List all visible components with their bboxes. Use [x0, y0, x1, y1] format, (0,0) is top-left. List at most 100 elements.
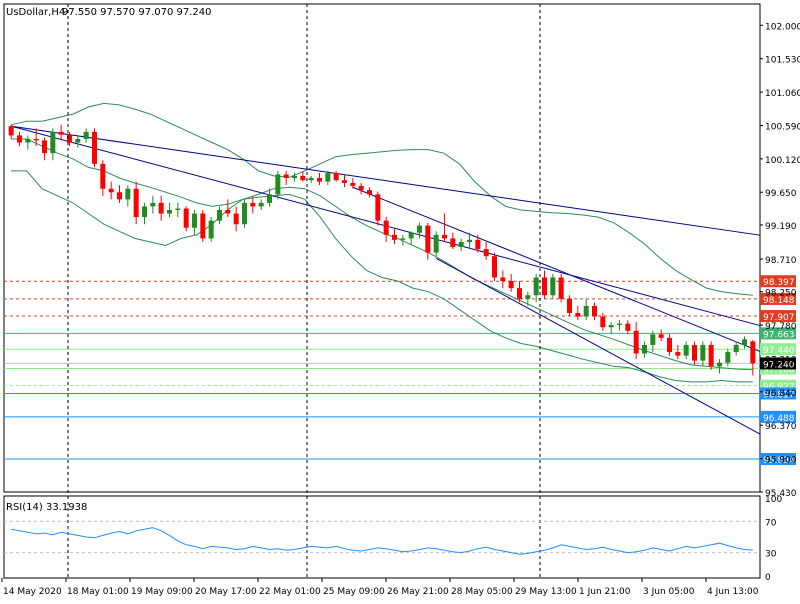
y-tick-label: 98.250 — [765, 289, 797, 299]
candle-body — [67, 134, 72, 143]
x-tick-label: 14 May 2020 — [3, 587, 62, 597]
candle-body — [17, 135, 22, 143]
rsi-scale-label: 30 — [765, 550, 777, 560]
x-tick-label: 4 Jun 13:00 — [707, 587, 759, 597]
candle-body — [408, 232, 414, 239]
bollinger-middle — [11, 138, 753, 371]
level-label: 97.168 — [763, 366, 795, 376]
x-tick-label: 1 Jun 21:00 — [579, 587, 631, 597]
candle-body — [525, 295, 531, 299]
candle-body — [517, 288, 522, 299]
level-label: 97.907 — [763, 313, 795, 323]
x-tick-label: 3 Jun 05:00 — [643, 587, 695, 597]
candle-body — [667, 337, 672, 353]
candle-body — [150, 202, 156, 207]
candle-body — [483, 249, 489, 257]
candle-body — [342, 180, 347, 184]
level-label-box — [760, 410, 796, 423]
level-label: 97.440 — [763, 346, 795, 356]
y-tick-label: 98.710 — [765, 256, 797, 266]
y-tick-label: 96.840 — [765, 389, 797, 399]
candle-body — [250, 202, 256, 207]
candle-body — [25, 138, 31, 143]
candle-body — [300, 175, 306, 181]
level-label: 98.148 — [763, 296, 795, 306]
ohlc-label: 97.550 97.570 97.070 97.240 — [62, 7, 212, 18]
candle-body — [583, 305, 589, 317]
level-label-box — [760, 343, 796, 356]
candles — [8, 124, 756, 376]
candle-body — [508, 281, 514, 289]
level-label-box — [760, 275, 796, 288]
candle-body — [158, 202, 164, 214]
candle-body — [400, 238, 406, 240]
candle-body — [700, 344, 706, 361]
x-tick-label: 20 May 17:00 — [195, 587, 257, 597]
candle-body — [725, 352, 731, 363]
current-price-box — [760, 357, 796, 370]
candle-body — [192, 213, 197, 228]
y-tick-label: 100.120 — [765, 156, 800, 166]
candle-body — [733, 344, 739, 353]
candle-body — [450, 238, 456, 247]
candle-body — [142, 206, 147, 218]
candle-body — [133, 188, 139, 218]
candle-body — [317, 178, 322, 182]
candle-body — [708, 344, 714, 367]
level-label: 97.663 — [763, 330, 795, 340]
candle-body — [692, 344, 697, 361]
candle-body — [225, 209, 231, 214]
candle-body — [358, 185, 364, 191]
candle-body — [383, 220, 389, 235]
x-tick-label: 19 May 09:00 — [131, 587, 193, 597]
candle-body — [200, 213, 206, 239]
candle-body — [658, 334, 664, 338]
current-price-label: 97.240 — [763, 360, 795, 370]
candle-body — [108, 188, 114, 193]
x-tick-label: 29 May 13:00 — [515, 587, 577, 597]
level-label-box — [760, 310, 796, 323]
candle-body — [417, 225, 422, 233]
candle-body — [650, 334, 656, 345]
candle-body — [675, 352, 681, 356]
candle-body — [742, 339, 747, 345]
candle-body — [208, 220, 214, 239]
candle-body — [308, 178, 314, 181]
candle-body — [433, 234, 439, 253]
candle-body — [117, 192, 122, 200]
candle-body — [233, 213, 239, 225]
candle-body — [550, 277, 556, 296]
y-tick-label: 101.060 — [765, 89, 800, 99]
candle-body — [575, 312, 581, 317]
candle-body — [608, 325, 614, 328]
time-axis: 14 May 2020 18 May 01:00 19 May 09:00 20 Ma… — [1, 578, 759, 597]
y-tick-label: 100.590 — [765, 122, 800, 132]
candle-body — [242, 202, 247, 225]
price-panel-border — [3, 3, 761, 493]
level-label: 98.397 — [763, 278, 795, 288]
candle-body — [283, 174, 289, 179]
candle-body — [500, 277, 506, 282]
candle-body — [267, 194, 272, 203]
level-label-box — [760, 292, 796, 305]
candle-body — [42, 140, 47, 154]
candle-body — [375, 194, 381, 221]
candle-body — [100, 163, 106, 189]
x-tick-label: 25 May 09:00 — [323, 587, 385, 597]
candle-body — [292, 175, 297, 179]
candle-body — [617, 323, 622, 326]
y-tick-label: 97.310 — [765, 355, 797, 365]
y-tick-label: 95.900 — [765, 456, 797, 466]
y-tick-label: 99.190 — [765, 222, 797, 232]
x-tick-label: 22 May 01:00 — [259, 587, 321, 597]
candle-body — [58, 131, 64, 135]
candle-body — [275, 174, 281, 195]
candle-body — [217, 209, 222, 221]
candle-body — [33, 138, 39, 141]
candle-body — [75, 138, 81, 143]
candle-body — [467, 239, 472, 242]
candle-body — [492, 256, 497, 278]
candle-body — [717, 362, 722, 367]
